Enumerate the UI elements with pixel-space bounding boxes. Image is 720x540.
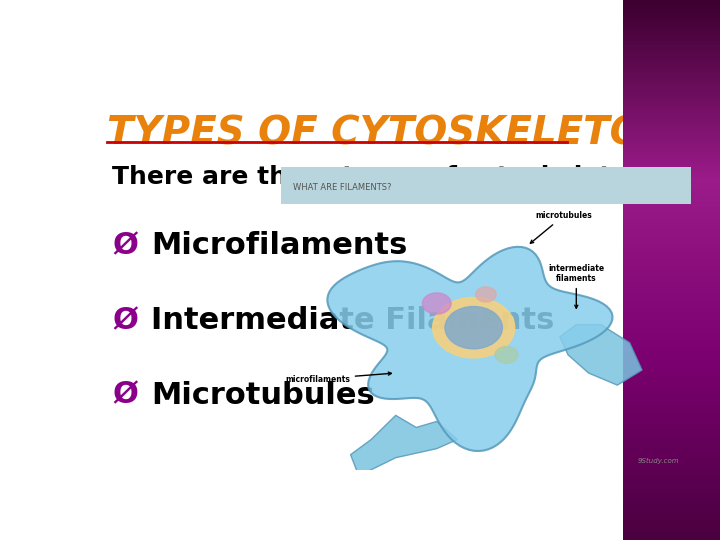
Circle shape: [423, 293, 451, 314]
Text: Ø: Ø: [112, 306, 138, 335]
Circle shape: [495, 347, 518, 363]
FancyBboxPatch shape: [281, 167, 691, 204]
Text: 9Study.com: 9Study.com: [637, 457, 679, 464]
Text: Intermediate Filaments: Intermediate Filaments: [151, 306, 554, 335]
Polygon shape: [328, 247, 613, 451]
Text: There are three types of cytoskeleton:: There are three types of cytoskeleton:: [112, 165, 657, 188]
Circle shape: [433, 298, 515, 358]
Text: Ø: Ø: [112, 381, 138, 410]
Text: intermediate
filaments: intermediate filaments: [548, 264, 604, 308]
Text: Ø: Ø: [112, 231, 138, 260]
Text: microtubules: microtubules: [531, 211, 592, 243]
Text: Microtubules: Microtubules: [151, 381, 375, 410]
Circle shape: [476, 287, 496, 302]
Circle shape: [445, 307, 503, 349]
Text: WHAT ARE FILAMENTS?: WHAT ARE FILAMENTS?: [293, 183, 392, 192]
Polygon shape: [560, 325, 642, 385]
Polygon shape: [351, 415, 457, 476]
Text: TYPES OF CYTOSKELETON:: TYPES OF CYTOSKELETON:: [107, 114, 690, 153]
Text: microfilaments: microfilaments: [285, 372, 392, 383]
Text: Microfilaments: Microfilaments: [151, 231, 408, 260]
